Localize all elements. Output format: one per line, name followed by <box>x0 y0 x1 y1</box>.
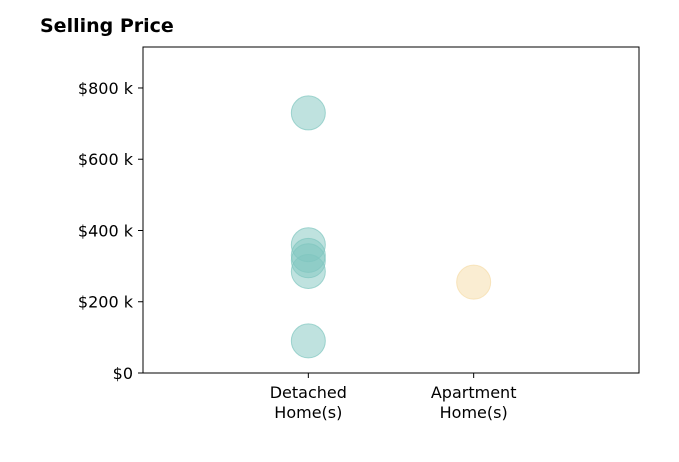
x-tick-label: Home(s) <box>440 403 508 422</box>
x-tick-label: Home(s) <box>274 403 342 422</box>
x-tick-label: Apartment <box>431 383 517 402</box>
y-tick-label: $200 k <box>78 293 134 312</box>
points-layer <box>290 95 492 359</box>
y-tick-label: $600 k <box>78 150 134 169</box>
chart-title: Selling Price <box>40 15 174 37</box>
data-point <box>290 95 326 131</box>
y-tick-label: $800 k <box>78 79 134 98</box>
x-tick-label: Detached <box>270 383 347 402</box>
y-tick-label: $0 <box>113 364 133 383</box>
data-point <box>290 323 326 359</box>
y-tick-label: $400 k <box>78 221 134 240</box>
data-point <box>456 264 492 300</box>
data-point <box>290 253 326 289</box>
axes-layer: $0$200 k$400 k$600 k$800 kDetachedHome(s… <box>78 79 517 422</box>
plot-frame <box>142 46 640 374</box>
